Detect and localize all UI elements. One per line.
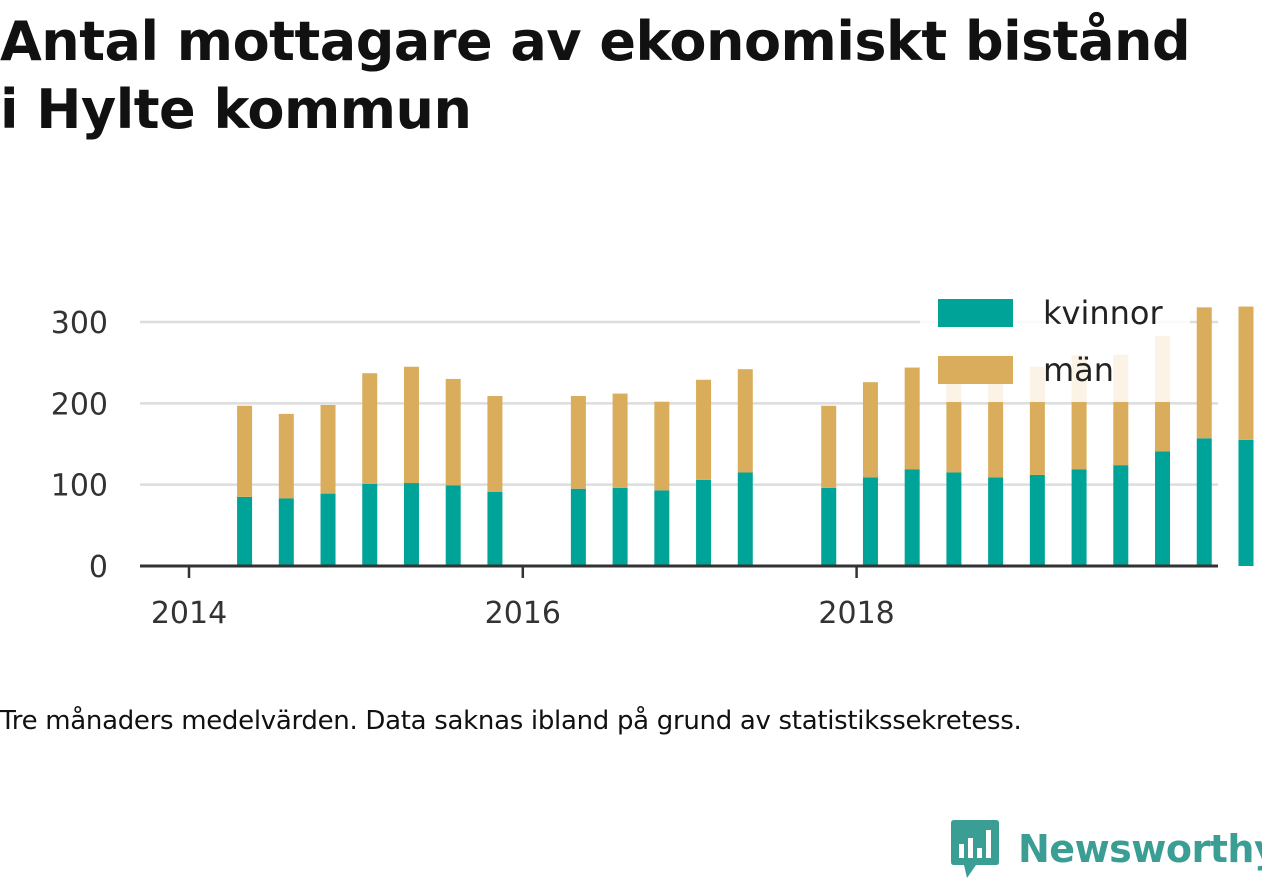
y-tick-label: 0 (89, 550, 108, 585)
bar-man (696, 379, 712, 480)
bar-kvinnor (403, 483, 419, 566)
bar-kvinnor (904, 469, 920, 566)
bar-man (612, 393, 628, 488)
bar-kvinnor (946, 472, 962, 566)
bar-man (904, 367, 920, 470)
bar-kvinnor (821, 487, 837, 566)
bar-kvinnor (1113, 465, 1129, 566)
bar-kvinnor (278, 498, 294, 566)
bar-man (320, 404, 336, 494)
newsworthy-logo-icon (951, 820, 999, 878)
bar-man (278, 413, 294, 499)
bar-man (403, 366, 419, 484)
bar-kvinnor (1196, 438, 1212, 566)
bar-man (237, 405, 253, 497)
title-line-1: Antal mottagare av ekonomiskt bistånd (0, 10, 1191, 73)
bar-kvinnor (988, 477, 1004, 566)
bar-man (654, 401, 670, 491)
bar-kvinnor (737, 472, 753, 566)
bar-kvinnor (696, 479, 712, 566)
bar-man (737, 369, 753, 473)
x-tick-label: 2016 (485, 596, 561, 631)
bar-man (445, 378, 461, 486)
legend-label: kvinnor (1043, 294, 1164, 332)
footnote: Tre månaders medelvärden. Data saknas ib… (0, 706, 1022, 736)
bar-kvinnor (570, 488, 586, 566)
legend-label: män (1043, 351, 1114, 389)
bar-kvinnor (362, 483, 378, 566)
legend-swatch (938, 299, 1013, 327)
bar-kvinnor (1155, 451, 1171, 566)
bar-kvinnor (445, 485, 461, 566)
bar-man (362, 373, 378, 484)
bar-man (570, 396, 586, 489)
brand-name: Newsworthy (1018, 827, 1262, 871)
legend-swatch (938, 356, 1013, 384)
bar-kvinnor (1071, 469, 1087, 566)
chart-title: Antal mottagare av ekonomiskt bistånd i … (0, 8, 1262, 144)
bar-kvinnor (862, 477, 878, 566)
bar-kvinnor (487, 491, 503, 566)
bar-man (1238, 306, 1254, 440)
title-line-2: i Hylte kommun (0, 78, 472, 141)
bar-man (487, 396, 503, 492)
bar-man (1196, 307, 1212, 439)
bar-kvinnor (654, 490, 670, 566)
bar-kvinnor (1238, 439, 1254, 566)
x-tick-label: 2014 (151, 596, 227, 631)
bar-kvinnor (237, 496, 253, 566)
y-tick-label: 100 (51, 469, 108, 504)
y-tick-label: 200 (51, 387, 108, 422)
bar-man (821, 405, 837, 488)
bar-kvinnor (612, 487, 628, 566)
brand-logo: Newsworthy (950, 818, 1262, 880)
bar-man (862, 382, 878, 478)
bar-kvinnor (320, 493, 336, 566)
x-tick-label: 2018 (818, 596, 894, 631)
bar-kvinnor (1029, 474, 1045, 566)
y-tick-label: 300 (51, 306, 108, 341)
